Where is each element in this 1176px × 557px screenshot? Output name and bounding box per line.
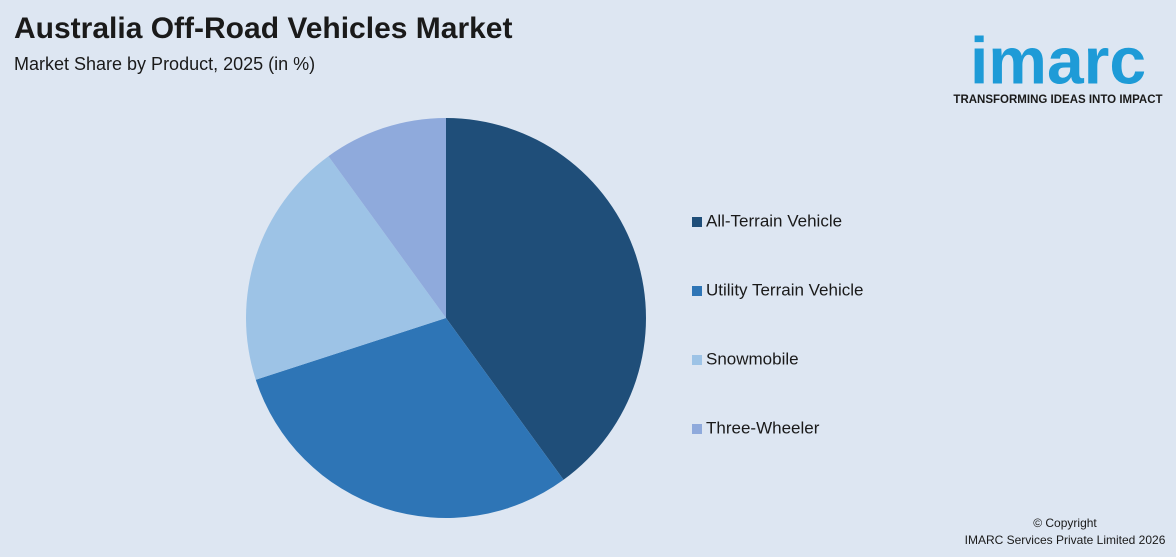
chart-title: Australia Off-Road Vehicles Market xyxy=(14,12,513,45)
pie-slice xyxy=(255,318,564,518)
legend-swatch xyxy=(692,424,702,434)
legend-swatch xyxy=(692,355,702,365)
legend-label: Snowmobile xyxy=(706,349,799,368)
company: IMARC Services Private Limited 2026 xyxy=(965,533,1166,547)
legend-swatch xyxy=(692,217,702,227)
copyright: © Copyright xyxy=(1033,516,1097,530)
pie-slice xyxy=(446,118,646,480)
logo-name: imarc xyxy=(970,23,1146,97)
legend-label: All-Terrain Vehicle xyxy=(706,211,842,230)
chart-subtitle: Market Share by Product, 2025 (in %) xyxy=(14,54,315,74)
pie-slice xyxy=(245,156,446,380)
pie-slice xyxy=(328,118,446,318)
logo-tagline: TRANSFORMING IDEAS INTO IMPACT xyxy=(953,94,1162,106)
legend-swatch xyxy=(692,286,702,296)
legend-label: Utility Terrain Vehicle xyxy=(706,280,863,299)
legend-label: Three-Wheeler xyxy=(706,418,820,437)
